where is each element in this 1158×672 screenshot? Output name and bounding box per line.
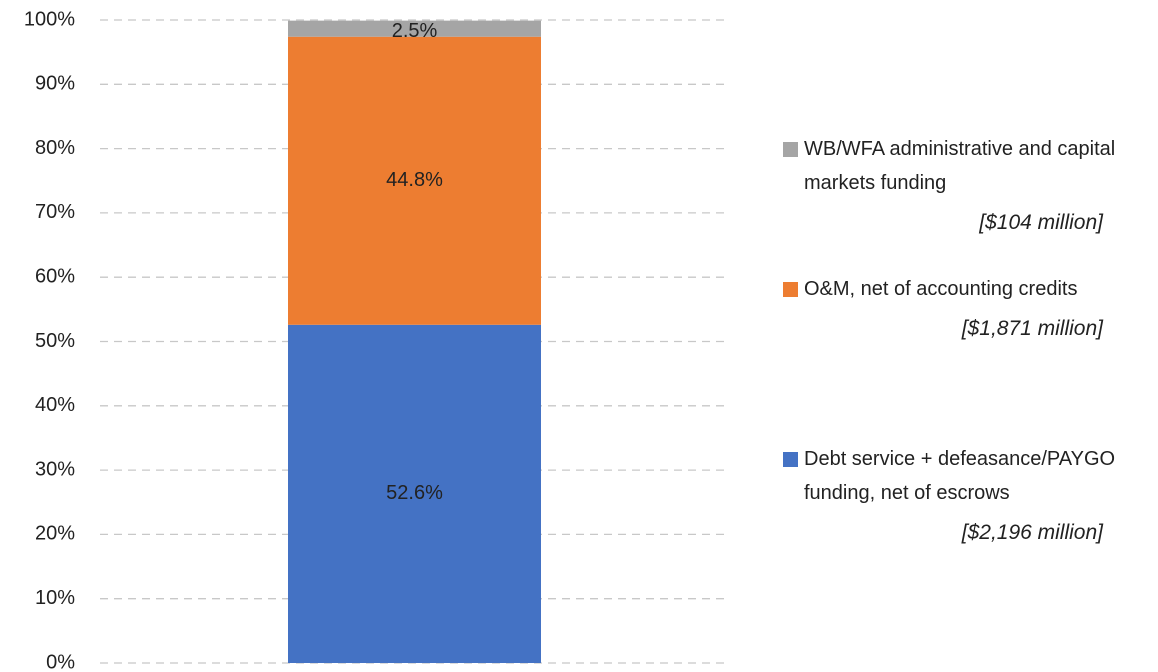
- y-tick-label: 60%: [35, 265, 75, 287]
- legend-item: WB/WFA administrative and capital market…: [783, 132, 1155, 240]
- legend-row: O&M, net of accounting credits: [783, 272, 1155, 306]
- bar-segment: [288, 324, 541, 663]
- data-label: 2.5%: [392, 20, 438, 42]
- legend-swatch: [783, 452, 798, 467]
- legend-label: O&M, net of accounting credits: [804, 278, 1078, 300]
- bar-segment: [288, 36, 541, 325]
- data-label: 44.8%: [386, 169, 443, 191]
- legend-item: Debt service + defeasance/PAYGO funding,…: [783, 442, 1155, 550]
- legend-note: [$1,871 million]: [961, 317, 1103, 340]
- legend-row: Debt service + defeasance/PAYGO funding,…: [783, 442, 1155, 510]
- legend-item: O&M, net of accounting credits [$1,871 mi…: [783, 272, 1155, 346]
- legend-note: [$104 million]: [979, 211, 1103, 234]
- y-tick-label: 70%: [35, 201, 75, 223]
- y-tick-label: 100%: [24, 8, 75, 30]
- legend-note: [$2,196 million]: [961, 521, 1103, 544]
- data-label: 52.6%: [386, 482, 443, 504]
- y-tick-label: 90%: [35, 73, 75, 95]
- y-tick-label: 0%: [46, 651, 75, 672]
- y-tick-label: 40%: [35, 394, 75, 416]
- y-tick-label: 20%: [35, 523, 75, 545]
- y-tick-label: 50%: [35, 330, 75, 352]
- legend-swatch: [783, 142, 798, 157]
- y-tick-label: 30%: [35, 458, 75, 480]
- legend-label: WB/WFA administrative and capital market…: [804, 138, 1116, 194]
- legend-row: WB/WFA administrative and capital market…: [783, 132, 1155, 200]
- legend-swatch: [783, 282, 798, 297]
- y-tick-label: 80%: [35, 137, 75, 159]
- legend-label: Debt service + defeasance/PAYGO funding,…: [804, 448, 1116, 504]
- bar-segment: [288, 20, 541, 37]
- y-tick-label: 10%: [35, 587, 75, 609]
